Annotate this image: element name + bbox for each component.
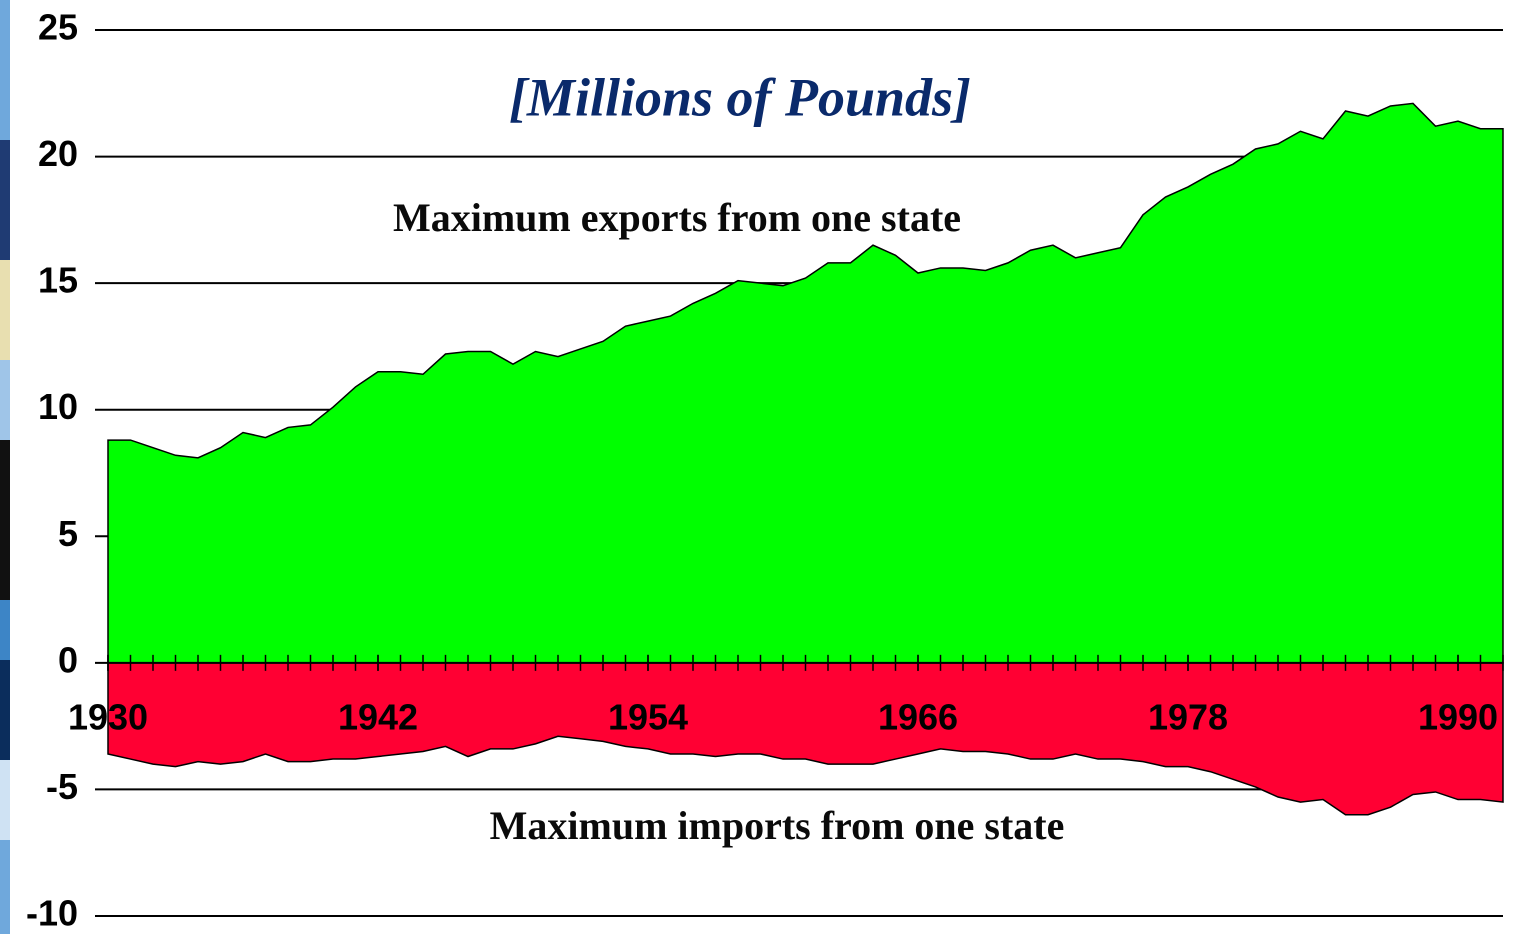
annotation: Maximum imports from one state <box>490 803 1065 848</box>
areas <box>107 102 1504 816</box>
y-tick-label: 25 <box>38 7 78 48</box>
area <box>107 102 1504 664</box>
annotation: Maximum exports from one state <box>393 195 961 240</box>
y-tick-label: -10 <box>26 893 78 934</box>
x-tick-label: 1966 <box>878 696 958 737</box>
x-tick-label: 1942 <box>338 696 418 737</box>
slide-decoration <box>0 0 10 934</box>
y-tick-label: 10 <box>38 386 78 427</box>
x-tick-label: 1930 <box>68 696 148 737</box>
y-tick-label: 0 <box>58 639 78 680</box>
y-tick-label: 15 <box>38 260 78 301</box>
x-tick-label: 1990 <box>1418 696 1498 737</box>
y-tick-label: 20 <box>38 133 78 174</box>
x-tick-label: 1954 <box>608 696 688 737</box>
y-tick-label: -5 <box>46 766 78 807</box>
chart-title: [Millions of Pounds] <box>509 67 971 127</box>
x-tick-label: 1978 <box>1148 696 1228 737</box>
y-tick-label: 5 <box>58 513 78 554</box>
area <box>107 662 1504 816</box>
ticks: -10 -5 0 5 10 15 20 25 1930 1942 1954 1966 1978 1990 <box>26 7 1504 934</box>
